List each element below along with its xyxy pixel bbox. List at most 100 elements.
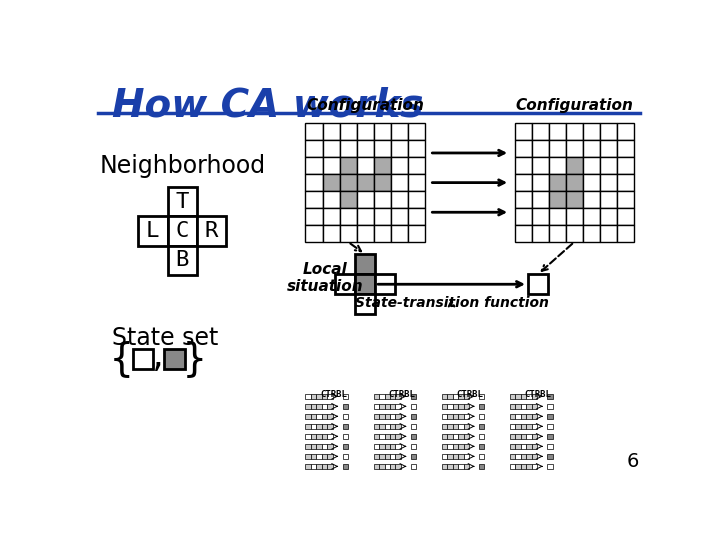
Bar [164, 349, 184, 369]
Bar [447, 434, 453, 439]
Bar [395, 434, 401, 439]
Bar [395, 403, 401, 409]
Bar [374, 444, 379, 449]
Text: B: B [176, 251, 189, 271]
Bar [379, 414, 384, 419]
Bar [390, 434, 395, 439]
Bar [316, 444, 322, 449]
Bar [305, 403, 311, 409]
Bar [343, 423, 348, 429]
Bar [395, 454, 401, 459]
Text: State-transition function: State-transition function [355, 296, 549, 310]
Bar [379, 394, 384, 399]
Text: Local
situation: Local situation [287, 262, 363, 294]
Bar [600, 208, 617, 225]
Bar [600, 191, 617, 208]
Bar [532, 394, 537, 399]
Bar [458, 464, 464, 469]
Bar [311, 414, 316, 419]
Bar [316, 454, 322, 459]
Bar [510, 403, 516, 409]
Text: How CA works: How CA works [112, 86, 423, 124]
Bar [327, 464, 333, 469]
Bar [532, 403, 537, 409]
Bar [384, 464, 390, 469]
Text: {: { [110, 340, 133, 378]
Bar [479, 423, 485, 429]
Bar [532, 174, 549, 191]
Bar [327, 444, 333, 449]
Bar [384, 444, 390, 449]
Bar [442, 434, 447, 439]
Bar [384, 414, 390, 419]
Bar [479, 414, 485, 419]
Bar [305, 123, 323, 140]
Bar [566, 208, 583, 225]
Bar [583, 191, 600, 208]
Bar [323, 208, 340, 225]
Bar [390, 414, 395, 419]
Bar [327, 434, 333, 439]
Bar [316, 434, 322, 439]
Bar [547, 444, 553, 449]
Bar [327, 394, 333, 399]
Bar [343, 464, 348, 469]
Bar [391, 208, 408, 225]
Bar [305, 174, 323, 191]
Bar [340, 208, 356, 225]
Bar [356, 225, 374, 242]
Bar [516, 454, 521, 459]
Bar [395, 464, 401, 469]
Bar [549, 191, 566, 208]
Bar [479, 444, 485, 449]
Bar [408, 208, 425, 225]
Bar [453, 444, 458, 449]
Bar [600, 174, 617, 191]
Bar [521, 444, 526, 449]
Bar [395, 414, 401, 419]
Bar [515, 191, 532, 208]
Bar [515, 123, 532, 140]
Bar [464, 423, 469, 429]
Bar [521, 394, 526, 399]
Bar [442, 403, 447, 409]
Bar [566, 191, 583, 208]
Bar [464, 464, 469, 469]
Text: CTRBL: CTRBL [456, 390, 483, 399]
Bar [600, 157, 617, 174]
Bar [340, 140, 356, 157]
Bar [323, 174, 340, 191]
Bar [391, 174, 408, 191]
Bar [390, 423, 395, 429]
Bar [532, 208, 549, 225]
Bar [566, 140, 583, 157]
Bar [566, 123, 583, 140]
Bar [355, 254, 375, 274]
Bar [343, 394, 348, 399]
Bar [464, 454, 469, 459]
Bar [532, 225, 549, 242]
Text: 6: 6 [626, 453, 639, 471]
Bar [515, 140, 532, 157]
Bar [547, 414, 553, 419]
Bar [408, 225, 425, 242]
Bar [408, 140, 425, 157]
Bar [617, 191, 634, 208]
Bar [327, 454, 333, 459]
Bar [510, 394, 516, 399]
Bar [316, 464, 322, 469]
Bar [375, 274, 395, 294]
Bar [583, 225, 600, 242]
Bar [458, 423, 464, 429]
Bar [442, 423, 447, 429]
Bar [617, 123, 634, 140]
Bar [411, 464, 416, 469]
Bar [583, 174, 600, 191]
Bar [521, 423, 526, 429]
Bar [411, 444, 416, 449]
Bar [384, 403, 390, 409]
Bar [340, 174, 356, 191]
Text: CTRBL: CTRBL [388, 390, 415, 399]
Bar [327, 423, 333, 429]
Bar [356, 157, 374, 174]
